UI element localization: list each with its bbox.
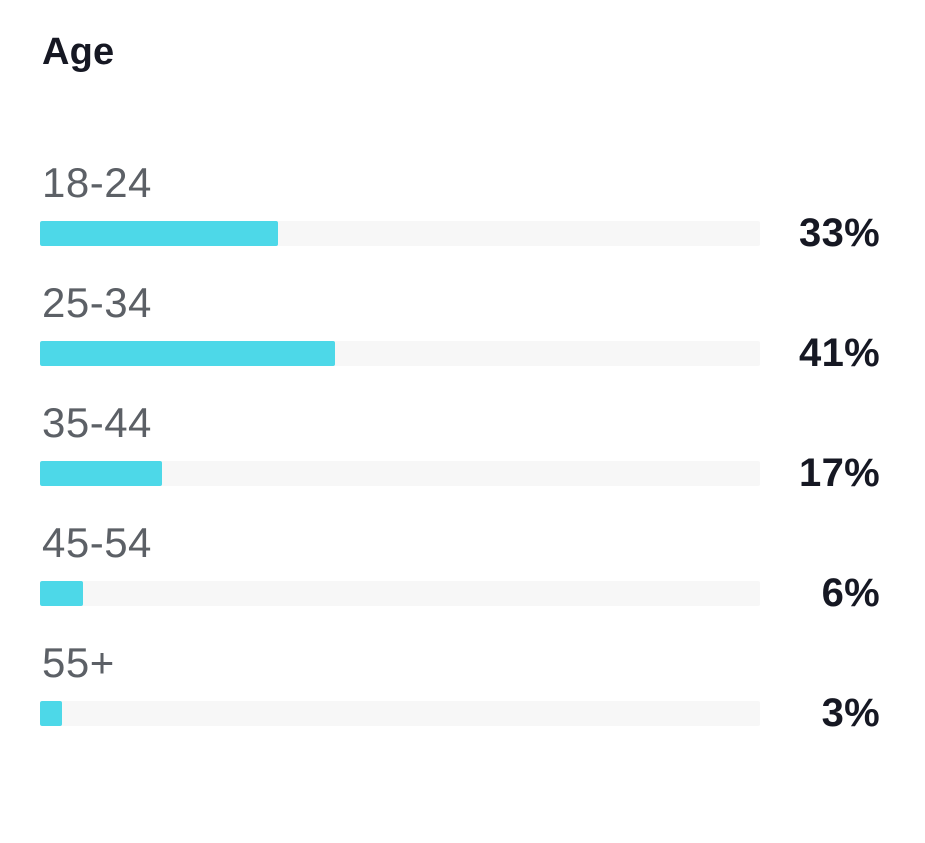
age-row: 55+ 3% <box>40 639 880 735</box>
bar-fill <box>40 221 278 246</box>
age-row-label: 35-44 <box>42 399 152 446</box>
age-row: 45-54 6% <box>40 519 880 615</box>
age-row-value: 3% <box>821 691 880 735</box>
bar-fill <box>40 341 336 366</box>
bar-line: 3% <box>40 691 880 735</box>
age-row: 35-44 17% <box>40 399 880 495</box>
bar-track <box>40 221 760 246</box>
chart-title: Age <box>42 31 115 73</box>
bar-track <box>40 581 760 606</box>
bar-line: 6% <box>40 571 880 615</box>
age-row-label: 18-24 <box>42 159 152 206</box>
bar-line: 41% <box>40 331 880 375</box>
bar-track <box>40 461 760 486</box>
bar-line: 33% <box>40 211 880 255</box>
age-row-label: 45-54 <box>42 519 152 566</box>
bar-rows: 18-24 33% 25-34 41% 35-44 <box>40 159 880 735</box>
age-row: 25-34 41% <box>40 279 880 375</box>
bar-fill <box>40 581 84 606</box>
bar-fill <box>40 701 62 726</box>
bar-fill <box>40 461 163 486</box>
bar-track <box>40 701 760 726</box>
bar-track <box>40 341 760 366</box>
age-row-value: 17% <box>799 451 880 495</box>
age-row: 18-24 33% <box>40 159 880 255</box>
bar-line: 17% <box>40 451 880 495</box>
age-row-value: 6% <box>821 571 880 615</box>
age-row-value: 33% <box>799 211 880 255</box>
age-row-label: 25-34 <box>42 279 152 326</box>
age-row-value: 41% <box>799 331 880 375</box>
age-row-label: 55+ <box>42 639 115 686</box>
